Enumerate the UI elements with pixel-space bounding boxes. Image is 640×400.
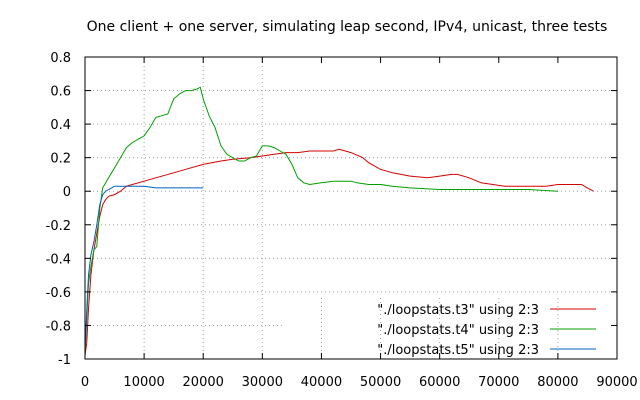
y-tick-label: -1	[58, 353, 71, 368]
legend-label-1: "./loopstats.t3" using 2:3	[377, 303, 539, 318]
legend-label-2: "./loopstats.t4" using 2:3	[377, 323, 539, 338]
x-tick-label: 0	[81, 375, 89, 390]
y-tick-label: -0.6	[46, 286, 71, 301]
x-tick-label: 30000	[242, 375, 283, 390]
y-tick-label: -0.4	[46, 252, 71, 267]
y-tick-label: -0.8	[46, 319, 71, 334]
x-tick-label: 70000	[478, 375, 519, 390]
series-line-1	[84, 148, 594, 356]
plot-frame	[84, 56, 618, 360]
series-layer	[84, 86, 594, 356]
x-tick-label: 50000	[360, 375, 401, 390]
y-tick-label: 0	[63, 185, 71, 200]
tick-labels: 0 10000 20000 30000 40000 50000 60000 70000 8000…	[46, 51, 638, 390]
series-line-2	[84, 86, 558, 356]
x-tick-label: 40000	[301, 375, 342, 390]
y-tick-label: 0.8	[50, 51, 71, 66]
legend: "./loopstats.t3" using 2:3 "./loopstats.t…	[377, 303, 596, 358]
series-line-3	[84, 185, 204, 351]
x-tick-label: 20000	[183, 375, 224, 390]
x-tick-label: 90000	[596, 375, 637, 390]
y-tick-label: 0.2	[50, 152, 71, 167]
legend-label-3: "./loopstats.t5" using 2:3	[377, 343, 539, 358]
chart-title: One client + one server, simulating leap…	[87, 19, 608, 35]
ticks	[84, 56, 618, 360]
y-tick-label: -0.2	[46, 219, 71, 234]
x-tick-label: 80000	[537, 375, 578, 390]
grid	[85, 57, 617, 359]
x-tick-label: 10000	[123, 375, 164, 390]
y-tick-label: 0.4	[50, 118, 71, 133]
x-tick-label: 60000	[419, 375, 460, 390]
y-tick-label: 0.6	[50, 85, 71, 100]
